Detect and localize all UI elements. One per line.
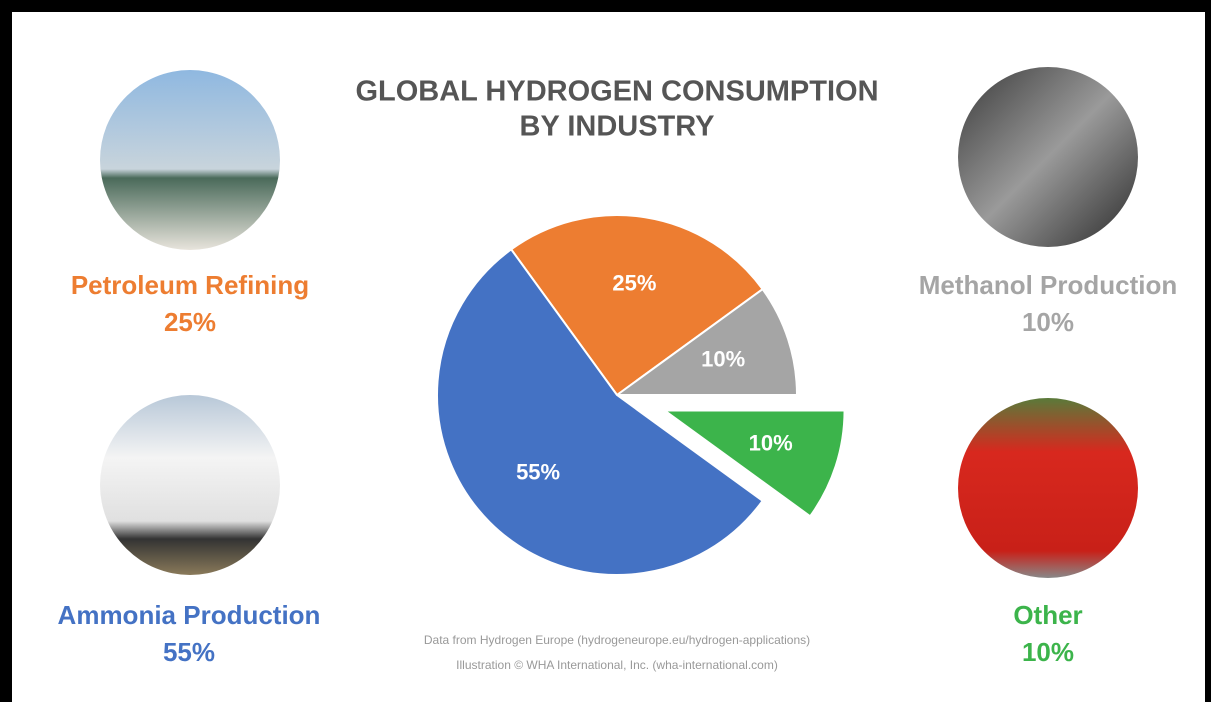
slice-label: 25%	[612, 271, 656, 296]
photo-methanol-plant	[958, 67, 1138, 247]
photo-bus	[958, 398, 1138, 578]
category-label: Methanol Production	[919, 270, 1178, 300]
photo-refinery	[100, 70, 280, 250]
frame-right	[1205, 0, 1211, 702]
pie-slice	[613, 287, 799, 396]
slice-label: 10%	[701, 346, 745, 371]
category-percent: 55%	[163, 637, 215, 667]
slice-label: 10%	[749, 431, 793, 456]
category-percent: 10%	[1022, 637, 1074, 667]
credit-note: Illustration © WHA International, Inc. (…	[456, 658, 778, 672]
chart-title: BY INDUSTRY	[520, 111, 715, 143]
chart-title: GLOBAL HYDROGEN CONSUMPTION	[355, 76, 878, 108]
pie-slice	[661, 409, 846, 518]
category-label: Ammonia Production	[58, 600, 321, 630]
category-percent: 10%	[1022, 307, 1074, 337]
frame-top	[0, 0, 1211, 12]
slice-label: 55%	[516, 460, 560, 485]
category-label: Petroleum Refining	[71, 270, 309, 300]
category-percent: 25%	[164, 307, 216, 337]
pie-slice	[509, 214, 765, 397]
category-label: Other	[1013, 600, 1082, 630]
source-note: Data from Hydrogen Europe (hydrogeneurop…	[424, 633, 810, 647]
photo-ammonia-tank	[100, 395, 280, 575]
pie-slice	[436, 247, 765, 576]
frame-left	[0, 0, 12, 702]
